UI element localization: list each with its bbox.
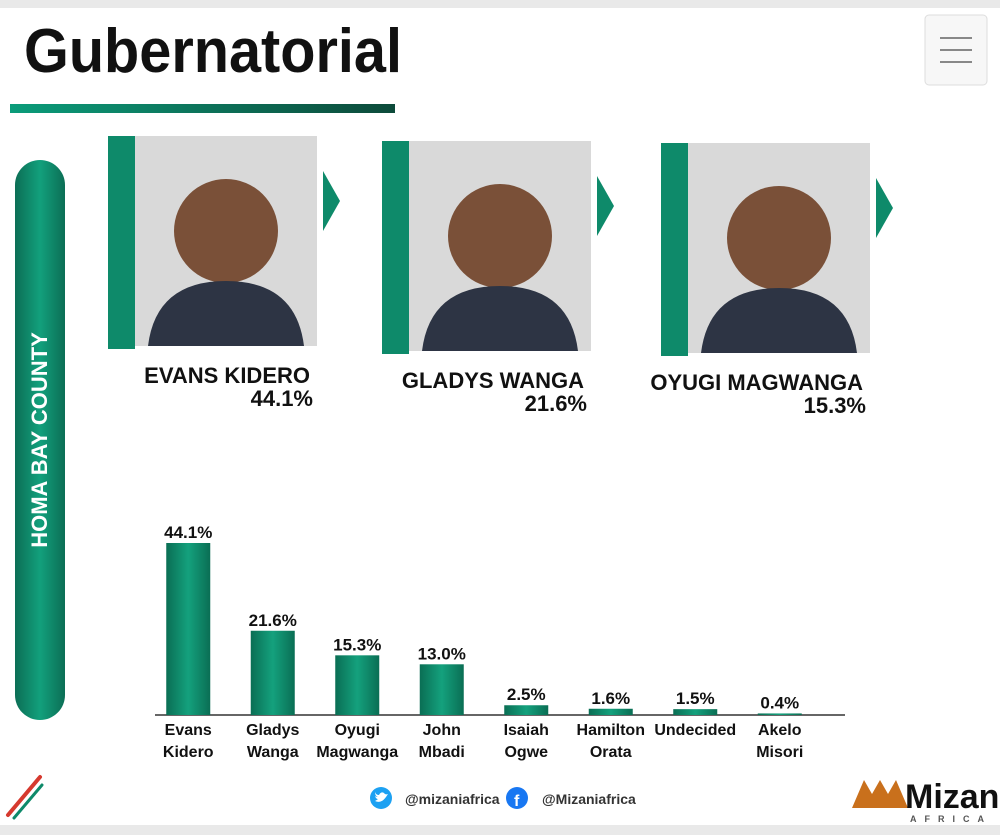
value-label: 1.5% [676, 689, 715, 708]
brand-logo: Mizani AFRICA [852, 778, 1000, 824]
bottom-strip [0, 825, 1000, 835]
top-strip [0, 0, 1000, 8]
category-label: Oyugi Magwanga [316, 722, 398, 761]
facebook-handle: @Mizaniafrica [542, 791, 636, 807]
footer: @mizaniafrica f @Mizaniafrica [370, 787, 636, 810]
card-arrow [597, 176, 614, 236]
card-strip [108, 136, 135, 349]
candidate-name: GLADYS WANGA [402, 368, 584, 393]
menu-button[interactable] [924, 14, 988, 86]
category-label: Hamilton Orata [577, 722, 645, 761]
photo-body [701, 288, 857, 353]
category-label: Isaiah Ogwe [504, 722, 549, 761]
photo-body [422, 286, 578, 351]
card-arrow [876, 178, 893, 238]
candidate-share: 21.6% [525, 391, 587, 416]
card-arrow [323, 171, 340, 231]
value-label: 2.5% [507, 685, 546, 704]
bar [335, 655, 380, 715]
category-label: Undecided [654, 722, 736, 739]
photo-body [148, 281, 304, 346]
fb-icon: f [514, 793, 520, 810]
bar [588, 708, 633, 715]
photo-head [448, 184, 552, 288]
card-strip [382, 141, 409, 354]
county-pill [15, 160, 65, 720]
bar [757, 713, 802, 715]
bar [166, 543, 211, 715]
candidate-share: 15.3% [804, 393, 866, 418]
candidate-share: 44.1% [251, 386, 313, 411]
bar [673, 709, 718, 715]
value-label: 15.3% [333, 635, 381, 654]
card-strip [661, 143, 688, 356]
value-label: 44.1% [164, 523, 212, 542]
brand-tagline: AFRICA [910, 814, 992, 824]
corner-mark [6, 775, 44, 820]
brand-name: Mizani [905, 778, 1000, 816]
photo-head [174, 179, 278, 283]
title-underline [10, 104, 395, 113]
category-label: Evans Kidero [163, 722, 214, 761]
bar [504, 705, 549, 715]
category-label: John Mbadi [419, 722, 465, 761]
candidate-name: EVANS KIDERO [144, 363, 310, 388]
value-label: 21.6% [249, 611, 297, 630]
value-label: 1.6% [591, 689, 630, 708]
category-label: Gladys Wanga [246, 722, 299, 761]
candidate-name: OYUGI MAGWANGA [650, 370, 863, 395]
twitter-handle: @mizaniafrica [405, 791, 500, 807]
value-label: 13.0% [418, 644, 466, 663]
bar [250, 630, 295, 715]
photo-head [727, 186, 831, 290]
bar [419, 664, 464, 715]
category-label: Akelo Misori [756, 722, 803, 761]
title: Gubernatorial [24, 17, 402, 86]
value-label: 0.4% [760, 693, 799, 712]
county-label: HOMA BAY COUNTY [27, 332, 52, 548]
